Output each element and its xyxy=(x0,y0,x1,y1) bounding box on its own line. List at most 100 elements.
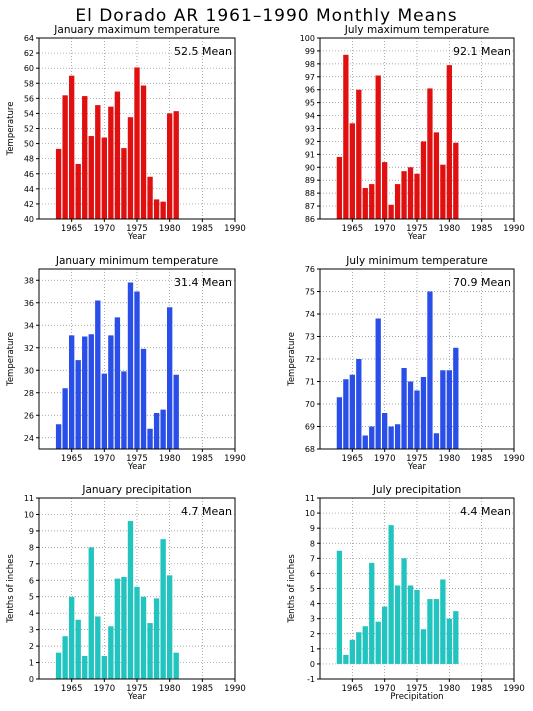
bar-1970 xyxy=(382,413,388,449)
bar-1965 xyxy=(349,374,355,449)
y-tick-label: 87 xyxy=(305,202,315,211)
bar-1976 xyxy=(420,377,427,449)
bar-1979 xyxy=(440,370,446,449)
bar-1981 xyxy=(173,111,179,219)
panel-title: July minimum temperature xyxy=(345,255,487,267)
mean-label: 31.4 Mean xyxy=(174,276,232,289)
bar-1973 xyxy=(121,371,127,449)
y-tick-label: 0 xyxy=(310,660,315,669)
y-tick-label: 0 xyxy=(29,675,34,684)
bar-1976 xyxy=(420,141,427,219)
bar-1971 xyxy=(108,106,114,219)
x-tick-label: 1975 xyxy=(126,454,148,464)
y-axis-label: Temperature xyxy=(6,332,16,387)
x-tick-label: 1975 xyxy=(406,224,428,234)
x-tick-label: 1990 xyxy=(503,224,525,234)
y-tick-label: 91 xyxy=(305,150,315,159)
y-tick-label: 75 xyxy=(305,288,315,297)
y-tick-label: 90 xyxy=(305,163,315,172)
x-tick-label: 1980 xyxy=(159,224,181,234)
y-tick-label: 60 xyxy=(24,64,34,73)
bar-1979 xyxy=(160,201,166,219)
bar-1977 xyxy=(427,599,433,664)
x-tick-label: 1985 xyxy=(471,684,493,694)
y-tick-label: 10 xyxy=(305,509,315,518)
bar-1964 xyxy=(343,54,349,219)
x-tick-label: 1990 xyxy=(503,454,525,464)
y-tick-label: 40 xyxy=(24,215,34,224)
y-tick-label: 93 xyxy=(305,125,315,134)
bar-1980 xyxy=(446,65,452,220)
y-tick-label: -1 xyxy=(307,675,315,684)
y-tick-label: 94 xyxy=(305,112,315,121)
bar-1968 xyxy=(369,184,375,219)
bar-1981 xyxy=(453,611,459,664)
y-tick-label: 71 xyxy=(305,378,315,387)
y-tick-label: 8 xyxy=(310,539,315,548)
x-tick-label: 1965 xyxy=(61,224,83,234)
bar-1975 xyxy=(414,590,420,664)
x-tick-label: 1975 xyxy=(406,454,428,464)
bar-1976 xyxy=(420,629,427,664)
y-axis-label: Temperature xyxy=(6,102,16,157)
y-tick-label: 99 xyxy=(305,47,315,56)
bar-1969 xyxy=(95,105,101,219)
chart-panel-6: -1 0 1 2 3 4 5 6 7 8 9 10 11 1965 1970 1975 1980 1985 1990… xyxy=(287,484,525,702)
x-tick-label: 1985 xyxy=(471,224,493,234)
bar-1966 xyxy=(75,163,81,219)
x-tick-label: 1980 xyxy=(159,454,181,464)
bar-1977 xyxy=(147,176,153,219)
bar-1971 xyxy=(108,335,114,449)
bar-1974 xyxy=(127,117,134,219)
y-tick-label: 58 xyxy=(24,79,34,88)
x-tick-label: 1965 xyxy=(61,684,83,694)
y-tick-label: 7 xyxy=(29,560,34,569)
bar-1971 xyxy=(388,426,394,449)
panel-title: July maximum temperature xyxy=(344,24,489,36)
bar-1972 xyxy=(394,585,401,664)
bar-1972 xyxy=(114,91,121,219)
panel-title: January maximum temperature xyxy=(53,24,219,36)
y-tick-label: 8 xyxy=(29,543,34,552)
y-tick-label: 30 xyxy=(24,366,34,375)
bar-1975 xyxy=(414,390,420,449)
y-tick-label: 36 xyxy=(24,299,34,308)
y-tick-label: 3 xyxy=(310,615,315,624)
x-axis-label: Year xyxy=(127,462,147,472)
bar-1981 xyxy=(453,142,459,219)
bar-1979 xyxy=(160,409,166,449)
bar-1980 xyxy=(166,113,173,219)
bar-1977 xyxy=(427,88,433,220)
bar-1965 xyxy=(68,75,75,219)
x-tick-label: 1990 xyxy=(224,684,246,694)
x-tick-label: 1970 xyxy=(94,454,116,464)
y-tick-label: 9 xyxy=(29,527,34,536)
bar-1967 xyxy=(362,626,368,664)
bar-1972 xyxy=(394,424,401,449)
y-tick-label: 100 xyxy=(300,34,315,43)
bar-1970 xyxy=(101,655,108,679)
bar-1969 xyxy=(95,300,101,449)
y-tick-label: 70 xyxy=(305,400,315,409)
y-tick-label: 76 xyxy=(305,265,315,274)
x-tick-label: 1990 xyxy=(224,224,246,234)
bar-1968 xyxy=(369,562,375,664)
chart-panel-1: 40 42 44 46 48 50 52 54 56 58 60 62 64 1965 1970 1975 19… xyxy=(6,24,246,242)
bar-1968 xyxy=(369,426,375,449)
bar-1964 xyxy=(62,388,68,449)
x-tick-label: 1990 xyxy=(224,454,246,464)
x-tick-label: 1990 xyxy=(503,684,525,694)
chart-panel-2: 86 87 88 89 90 91 92 93 94 95 96 97 98 99 100 1965 1970 1… xyxy=(300,24,525,242)
x-tick-label: 1970 xyxy=(374,454,396,464)
bar-1976 xyxy=(140,348,147,449)
y-tick-label: 64 xyxy=(24,34,34,43)
bar-1966 xyxy=(356,89,362,219)
bar-1980 xyxy=(166,307,173,449)
y-tick-label: 11 xyxy=(24,494,34,503)
y-tick-label: 56 xyxy=(24,94,34,103)
bar-1975 xyxy=(134,586,140,679)
x-tick-label: 1975 xyxy=(126,224,148,234)
bar-1976 xyxy=(140,85,147,219)
y-tick-label: 46 xyxy=(24,170,34,179)
bar-1974 xyxy=(407,167,414,219)
